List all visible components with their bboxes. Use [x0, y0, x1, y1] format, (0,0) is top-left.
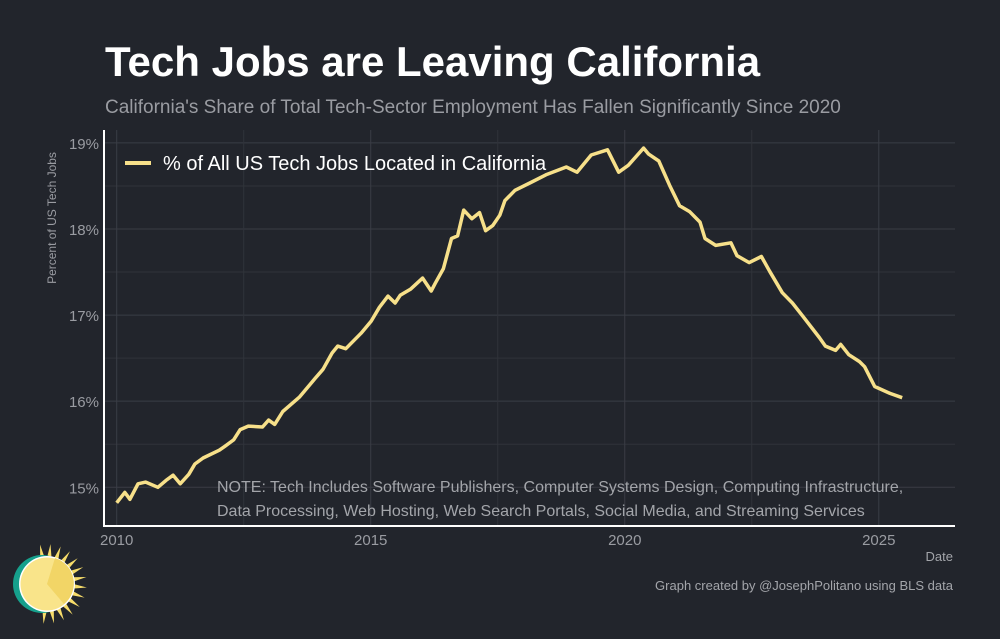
sun-logo-icon [13, 544, 87, 624]
sun-ray [46, 544, 52, 559]
sun-ray [72, 583, 87, 589]
sun-ray [70, 590, 85, 598]
x-tick-label: 2010 [100, 532, 133, 549]
x-axis-label: Date [926, 549, 953, 564]
sun-ray [42, 609, 48, 624]
grid [104, 130, 955, 526]
sun-ray [49, 609, 54, 624]
series-line-california-share [115, 146, 903, 504]
x-tick-label: 2015 [354, 532, 387, 549]
chart-title: Tech Jobs are Leaving California [105, 38, 761, 85]
y-tick-label: 18% [69, 222, 99, 239]
note-line-2: Data Processing, Web Hosting, Web Search… [217, 503, 865, 520]
y-tick-label: 17% [69, 308, 99, 325]
y-tick-label: 15% [69, 480, 99, 497]
legend-label: % of All US Tech Jobs Located in Califor… [163, 153, 547, 175]
credit-text: Graph created by @JosephPolitano using B… [655, 578, 954, 593]
sun-ray [72, 577, 87, 582]
sun-ray [55, 606, 64, 621]
note-line-1: NOTE: Tech Includes Software Publishers,… [217, 479, 903, 496]
x-tick-label: 2025 [862, 532, 895, 549]
axis-ticks: 15% 16% 17% 18% 19% 2010 2015 2020 2025 [69, 136, 896, 549]
x-tick-label: 2020 [608, 532, 641, 549]
sun-ray [53, 546, 61, 561]
chart-subtitle: California's Share of Total Tech-Sector … [105, 97, 841, 118]
y-tick-label: 16% [69, 394, 99, 411]
y-axis-label: Percent of US Tech Jobs [45, 152, 59, 284]
sun-ray [69, 567, 84, 576]
y-tick-label: 19% [69, 136, 99, 153]
